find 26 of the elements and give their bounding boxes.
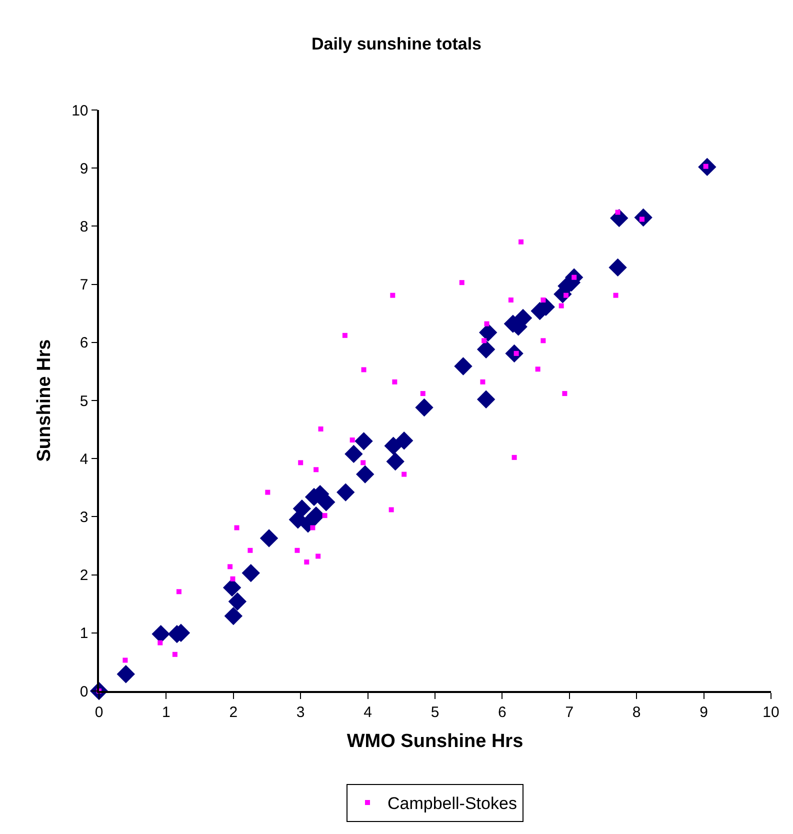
x-tick-label: 3 bbox=[296, 704, 305, 721]
x-tick-label: 10 bbox=[762, 704, 780, 721]
y-tick-label: 5 bbox=[80, 392, 88, 410]
y-tick-label: 4 bbox=[80, 450, 88, 468]
y-tick-label: 1 bbox=[80, 625, 88, 642]
x-tick-label: 4 bbox=[364, 704, 372, 721]
x-tick-label: 5 bbox=[430, 704, 440, 721]
y-tick-label: 8 bbox=[80, 218, 88, 236]
y-tick-label: 10 bbox=[72, 102, 88, 120]
y-tick-label: 7 bbox=[80, 276, 88, 294]
y-tick-label: 9 bbox=[80, 160, 88, 178]
x-tick-label: 8 bbox=[632, 704, 641, 721]
x-tick-label: 7 bbox=[565, 704, 574, 721]
x-tick-label: 9 bbox=[700, 704, 708, 721]
y-tick-label: 2 bbox=[80, 567, 88, 584]
y-tick-label: 0 bbox=[80, 683, 88, 700]
y-tick-label: 6 bbox=[80, 334, 88, 352]
x-tick-label: 0 bbox=[94, 704, 104, 721]
y-tick-label: 3 bbox=[80, 508, 88, 526]
x-tick-label: 1 bbox=[162, 704, 170, 721]
x-axis-title: WMO Sunshine Hrs bbox=[346, 731, 524, 752]
legend-label: Campbell-Stokes bbox=[388, 794, 517, 814]
x-tick-label: 2 bbox=[229, 704, 238, 721]
x-tick-label: 6 bbox=[498, 704, 506, 721]
y-axis-title: Sunshine Hrs bbox=[34, 339, 55, 462]
chart-title: Daily sunshine totals bbox=[311, 34, 482, 54]
